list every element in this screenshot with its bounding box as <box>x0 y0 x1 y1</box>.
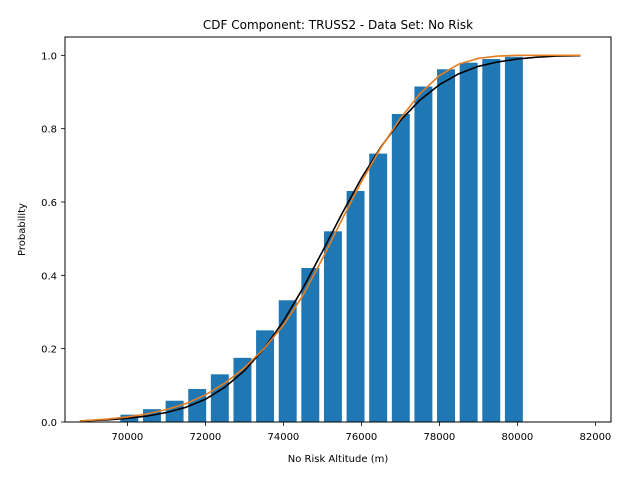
x-tick-label: 72000 <box>189 432 221 443</box>
cdf-line-black <box>79 54 581 422</box>
y-axis-ticks: 0.0 0.2 0.4 0.6 0.8 1.0 <box>41 51 65 429</box>
bar <box>346 191 365 422</box>
bar <box>301 268 320 422</box>
y-tick-label: 0.6 <box>41 198 57 209</box>
bar <box>256 330 275 422</box>
x-tick-label: 78000 <box>423 432 455 443</box>
y-tick-label: 0.4 <box>41 271 57 282</box>
bar <box>482 59 501 422</box>
y-tick-label: 0.8 <box>41 125 57 136</box>
plot-frame <box>64 36 612 423</box>
x-tick-label: 82000 <box>579 432 611 443</box>
bar <box>233 357 252 422</box>
bar <box>323 231 342 422</box>
x-tick-label: 70000 <box>111 432 143 443</box>
bar <box>504 56 523 423</box>
bar <box>278 300 297 422</box>
line-series <box>79 54 581 422</box>
bar <box>437 69 455 423</box>
bar-series <box>120 56 523 423</box>
bar <box>369 153 388 422</box>
x-axis-label: No Risk Altitude (m) <box>288 454 389 465</box>
x-axis-ticks: 70000 72000 74000 76000 78000 80000 82000 <box>111 422 611 443</box>
x-tick-label: 80000 <box>501 432 533 443</box>
bar <box>210 374 229 422</box>
y-tick-label: 0.0 <box>41 418 57 429</box>
bar <box>391 114 410 422</box>
y-tick-label: 1.0 <box>41 51 57 62</box>
y-axis-label: Probability <box>17 203 28 256</box>
x-tick-label: 74000 <box>267 432 299 443</box>
bar <box>459 62 478 423</box>
y-tick-label: 0.2 <box>41 345 57 356</box>
bar <box>414 86 433 422</box>
chart-title: CDF Component: TRUSS2 - Data Set: No Ris… <box>203 18 473 32</box>
cdf-line-orange <box>79 54 581 422</box>
x-tick-label: 76000 <box>345 432 377 443</box>
